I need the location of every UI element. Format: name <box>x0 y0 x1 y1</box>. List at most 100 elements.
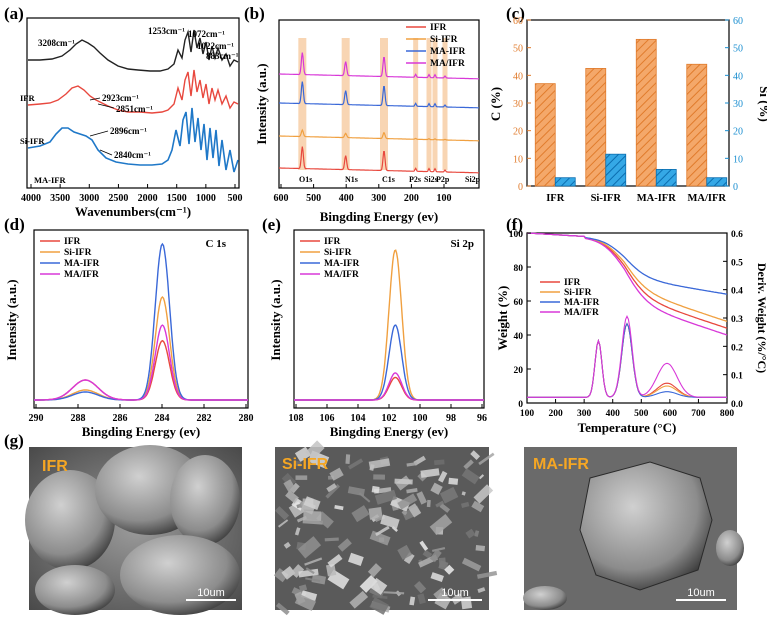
sem-flake <box>369 577 388 595</box>
x-tick-label: 800 <box>720 409 735 419</box>
sem-label-si-ifr: Si-IFR <box>282 456 329 473</box>
sem-flake <box>416 491 427 505</box>
x-tick-label: 100 <box>437 193 452 204</box>
y2-tick-label: 0.3 <box>731 315 743 325</box>
sem-flake <box>414 580 427 594</box>
sem-particle <box>716 530 744 566</box>
sem-flake <box>460 501 470 508</box>
highlight-band <box>298 38 307 170</box>
bar-y-label-right: Si (%) <box>757 86 767 122</box>
sem-flake <box>429 549 442 563</box>
sem-scale-label: 10um <box>197 587 225 599</box>
sem-flake <box>380 514 400 529</box>
legend-label: IFR <box>324 237 341 247</box>
sem-flake <box>303 496 321 511</box>
panel-letter-g: (g) <box>4 431 24 450</box>
sem-flake <box>367 563 382 578</box>
xps-line <box>294 376 484 401</box>
panel-a-frame <box>26 17 240 189</box>
sem-label-ifr: IFR <box>42 458 68 475</box>
sem-flake <box>461 557 482 572</box>
xps-line <box>294 249 484 401</box>
x-tick-label: 300 <box>371 193 386 204</box>
survey-x-axis: 600 500 400 300 200 100 <box>274 184 452 204</box>
bar-category-label: Si-IFR <box>591 193 622 204</box>
ftir-arrow <box>89 130 109 137</box>
sem-flake <box>383 591 405 595</box>
y-tick-label-right: 60 <box>733 16 743 27</box>
sem-flake <box>439 486 459 504</box>
sem-flake <box>325 484 340 499</box>
sem-flake <box>374 489 397 505</box>
y2-tick-label: 0.2 <box>731 343 743 353</box>
xps-line <box>34 295 248 401</box>
ftir-annotation: 2923cm⁻¹ <box>102 93 139 103</box>
highlight-band <box>341 38 350 170</box>
legend-label: MA-IFR <box>324 259 359 269</box>
si2p-lines <box>294 249 484 401</box>
sem-label-ma-ifr: MA-IFR <box>533 456 589 473</box>
sem-flake <box>304 557 323 566</box>
sem-flake <box>475 545 486 552</box>
sem-flake <box>348 552 364 567</box>
x-tick-label: 96 <box>477 413 487 424</box>
ftir-line-si-ifr <box>27 69 239 114</box>
y-tick-label-right: 50 <box>733 44 743 55</box>
y-tick-label-right: 10 <box>733 154 743 165</box>
x-tick-label: 500 <box>228 193 243 204</box>
si2p-x-axis: 108 106 104 102 100 98 96 <box>289 404 487 424</box>
sem-flake <box>369 530 391 546</box>
sem-flake <box>305 440 325 460</box>
c1s-x-label: Bingding Energy (ev) <box>82 424 200 439</box>
sem-flake <box>478 474 485 480</box>
y2-tick-label: 0.6 <box>731 230 743 240</box>
sem-flake <box>296 515 308 523</box>
x-tick-label: 700 <box>691 409 706 419</box>
legend-label: MA/IFR <box>324 270 359 280</box>
tga-axes: 100 200 300 400 500 600 700 800 0 20 40 60 80 100 0.0 0… <box>509 230 743 419</box>
survey-line <box>279 81 479 109</box>
bar-carbon <box>585 68 607 187</box>
sem-flake <box>274 506 290 521</box>
sem-flake <box>463 459 474 470</box>
highlight-band <box>380 38 388 170</box>
x-tick-label: 288 <box>71 413 86 424</box>
bar-silicon <box>554 177 576 187</box>
legend-label: MA-IFR <box>430 47 465 57</box>
x-tick-label: 200 <box>404 193 419 204</box>
xps-line <box>294 324 484 401</box>
legend-label: Si-IFR <box>430 35 458 45</box>
y2-tick-label: 0.0 <box>731 400 743 410</box>
ftir-line-ifr <box>28 29 239 72</box>
panel-a-ftir: IFR Si-IFR MA-IFR 3208cm⁻¹ 1253cm⁻¹ 1072… <box>20 17 243 219</box>
sem-flake <box>303 510 322 521</box>
peak-label: O1s <box>299 175 312 184</box>
sem-flake <box>403 552 415 565</box>
sem-flake <box>438 470 448 483</box>
xps-line <box>34 339 248 401</box>
sem-flake <box>298 584 308 592</box>
sem-flake <box>406 487 418 494</box>
sem-flake <box>434 459 445 466</box>
si2p-y-label: Intensity (a.u.) <box>268 279 283 360</box>
x-tick-label: 2500 <box>108 193 128 204</box>
sem-flake <box>461 491 466 496</box>
x-tick-label: 286 <box>113 413 128 424</box>
x-tick-label: 400 <box>339 193 354 204</box>
panel-c-bar-chart: IFR Si-IFR MA-IFR MA/IFR 0 0 10 10 20 20 30 30 40 40… <box>488 16 767 204</box>
y-tick-label: 40 <box>514 332 524 342</box>
x-tick-label: 200 <box>548 409 563 419</box>
ftir-x-axis: 4000 3500 3000 2500 2000 1500 1000 500 <box>21 184 243 204</box>
x-tick-label: 104 <box>351 413 366 424</box>
sem-flake <box>285 490 299 504</box>
survey-line <box>279 146 479 174</box>
bar-category-label: MA-IFR <box>637 193 676 204</box>
tga-y2-label: Deriv. Weight (%/°C) <box>755 263 767 373</box>
sem-flake <box>430 572 444 583</box>
bar-carbon <box>534 83 556 187</box>
sem-flake <box>439 503 451 513</box>
peak-label: P2s <box>409 175 421 184</box>
x-tick-label: 600 <box>663 409 678 419</box>
